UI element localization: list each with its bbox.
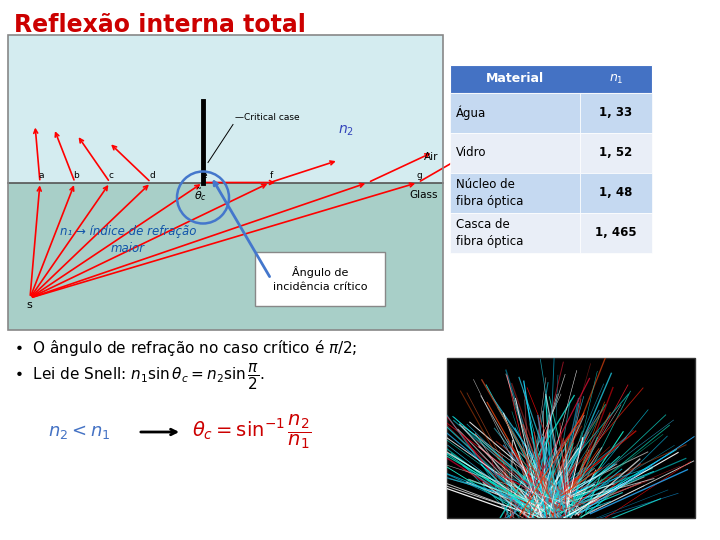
Bar [580, 213, 652, 253]
Text: Vidro: Vidro [456, 146, 487, 159]
Text: b: b [73, 172, 79, 180]
Bar [450, 173, 580, 213]
Text: 1, 52: 1, 52 [599, 146, 633, 159]
Bar [580, 133, 652, 173]
Text: $n_1$: $n_1$ [608, 72, 624, 85]
Text: Água: Água [456, 106, 486, 120]
Text: s: s [26, 300, 32, 310]
Text: n₁ → índice de refração
maior: n₁ → índice de refração maior [60, 225, 197, 255]
Text: •  O ângulo de refração no caso crítico é $\pi/2$;: • O ângulo de refração no caso crítico é… [14, 338, 357, 358]
Text: d: d [149, 172, 155, 180]
Text: Reflexão interna total: Reflexão interna total [14, 13, 306, 37]
Text: Air: Air [423, 152, 438, 163]
Text: $\theta_c = \sin^{-1}\dfrac{n_2}{n_1}$: $\theta_c = \sin^{-1}\dfrac{n_2}{n_1}$ [192, 413, 312, 451]
Text: $n_2 < n_1$: $n_2 < n_1$ [48, 423, 110, 441]
Text: 1, 33: 1, 33 [600, 106, 633, 119]
Bar [580, 173, 652, 213]
Text: e: e [201, 172, 207, 180]
Bar [450, 65, 652, 93]
Text: a: a [38, 172, 44, 180]
Text: $n_2$: $n_2$ [338, 123, 354, 138]
Bar [450, 133, 580, 173]
Text: Glass: Glass [410, 191, 438, 200]
Text: Material: Material [486, 72, 544, 85]
Text: Casca de
fibra óptica: Casca de fibra óptica [456, 219, 523, 247]
Text: $\tilde{\theta}_c$: $\tilde{\theta}_c$ [194, 186, 207, 203]
Bar [447, 358, 695, 518]
Text: c: c [109, 172, 114, 180]
Text: Núcleo de
fibra óptica: Núcleo de fibra óptica [456, 179, 523, 207]
Bar [450, 93, 580, 133]
Text: 1, 48: 1, 48 [599, 186, 633, 199]
Text: 1, 465: 1, 465 [595, 226, 636, 240]
Text: g: g [416, 172, 422, 180]
Text: •  Lei de Snell: $n_1 \sin \theta_c = n_2 \sin \dfrac{\pi}{2}$.: • Lei de Snell: $n_1 \sin \theta_c = n_2… [14, 362, 264, 392]
Text: —Critical case: —Critical case [235, 113, 300, 123]
Text: Ângulo de
incidência crítico: Ângulo de incidência crítico [273, 266, 367, 292]
Text: f: f [269, 172, 273, 180]
Bar [8, 35, 443, 183]
Bar [8, 183, 443, 330]
Bar [450, 213, 580, 253]
Bar [580, 93, 652, 133]
FancyBboxPatch shape [255, 252, 385, 306]
Bar [8, 35, 443, 330]
